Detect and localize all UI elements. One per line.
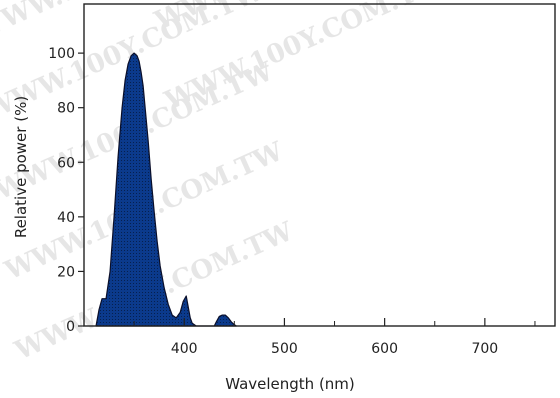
y-tick-label: 100 [48, 46, 75, 62]
axes-layer [83, 3, 556, 327]
y-axis-title: Relative power (%) [12, 96, 30, 238]
ticks-layer: 0 20 40 60 80 100 400 500 600 700 [48, 46, 536, 357]
series-layer [95, 52, 237, 327]
y-tick-label: 80 [57, 101, 75, 117]
x-axis-title: Wavelength (nm) [225, 375, 355, 393]
y-tick-label: 20 [57, 264, 75, 280]
x-tick-label: 400 [171, 341, 198, 357]
x-tick-label: 700 [471, 341, 498, 357]
y-tick-label: 60 [57, 155, 75, 171]
y-tick-label: 40 [57, 210, 75, 226]
plot-frame [83, 3, 556, 327]
y-tick-label: 0 [66, 319, 75, 335]
x-tick-label: 500 [271, 341, 298, 357]
spectrum-area [95, 52, 237, 327]
x-tick-label: 600 [371, 341, 398, 357]
